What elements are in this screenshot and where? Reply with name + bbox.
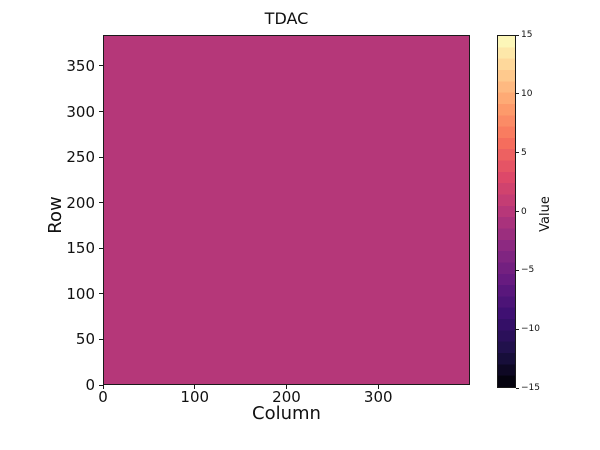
colorbar-tick-label: 0	[521, 206, 527, 217]
chart-title: TDAC	[264, 9, 309, 28]
x-axis-label: Column	[252, 403, 321, 424]
colorbar-tick-mark	[516, 387, 519, 389]
y-tick-label: 300	[66, 102, 95, 121]
y-tick-label: 0	[85, 376, 95, 394]
colorbar	[497, 35, 516, 388]
colorbar-tick-mark	[516, 152, 519, 154]
x-tick-mark	[194, 385, 196, 389]
colorbar-tick-label: −5	[521, 265, 535, 276]
y-tick-label: 50	[75, 330, 95, 349]
y-tick-mark	[99, 247, 103, 249]
x-tick-label: 0	[98, 388, 108, 406]
y-tick-label: 100	[66, 284, 95, 303]
x-tick-mark	[102, 385, 104, 389]
colorbar-tick-mark	[516, 93, 519, 95]
colorbar-tick-label: 5	[521, 147, 527, 158]
y-tick-mark	[99, 202, 103, 204]
colorbar-tick-mark	[516, 211, 519, 212]
y-tick-mark	[99, 156, 103, 158]
x-tick-label: 300	[363, 388, 393, 406]
colorbar-tick-mark	[516, 34, 519, 36]
x-tick-label: 100	[180, 388, 210, 406]
colorbar-tick-label: 10	[521, 88, 533, 99]
y-tick-mark	[99, 338, 103, 340]
colorbar-tick-mark	[516, 328, 519, 330]
y-tick-mark	[99, 384, 103, 386]
x-tick-mark	[377, 385, 379, 389]
colorbar-label: Value	[538, 196, 553, 232]
y-tick-label: 150	[66, 239, 95, 258]
y-tick-mark	[99, 111, 103, 113]
y-tick-label: 250	[66, 148, 95, 167]
colorbar-tick-mark	[516, 269, 519, 271]
x-tick-mark	[286, 385, 287, 389]
y-axis-label: Row	[45, 196, 66, 234]
x-tick-label: 200	[272, 388, 301, 406]
colorbar-tick-label: −10	[521, 324, 540, 335]
colorbar-tick-label: 15	[521, 30, 533, 40]
y-tick-label: 350	[66, 56, 95, 75]
y-tick-label: 200	[66, 193, 95, 212]
colorbar-tick-label: −15	[521, 383, 540, 393]
y-tick-mark	[99, 65, 103, 67]
heatmap-plot-area	[103, 35, 470, 385]
y-tick-mark	[99, 293, 103, 295]
